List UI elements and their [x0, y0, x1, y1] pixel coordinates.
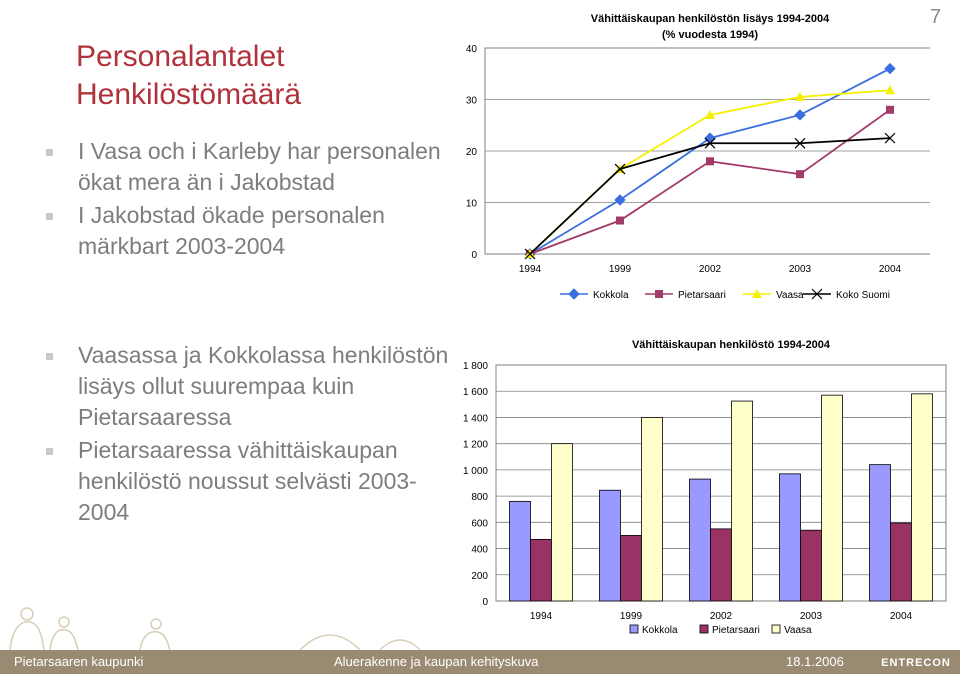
title-line-2: Henkilöstömäärä	[76, 78, 302, 111]
bullet-item: Vaasassa ja Kokkolassa henkilöstön lisäy…	[44, 340, 454, 433]
bar-x-tick-label: 2002	[710, 611, 733, 622]
title-line-1: Personalantalet	[76, 40, 285, 73]
line-point-vaasa	[795, 91, 805, 101]
line-y-tick-label: 40	[466, 44, 478, 55]
line-point-koko-suomi	[704, 137, 716, 149]
bar-y-tick-label: 400	[471, 545, 488, 556]
legend-label-koko-suomi: Koko Suomi	[836, 290, 890, 301]
line-chart-title: Vähittäiskaupan henkilöstön lisäys 1994-…	[591, 13, 830, 25]
line-x-tick-label: 1999	[609, 264, 632, 275]
bar-x-tick-label: 1999	[620, 611, 643, 622]
legend-label-kokkola: Kokkola	[642, 625, 678, 636]
bar-chart: Vähittäiskaupan henkilöstö 1994-2004 0 200…	[463, 339, 947, 636]
bar-vaasa	[731, 400, 753, 602]
legend-marker-vaasa	[752, 289, 762, 298]
decorative-people-illustration	[9, 607, 421, 650]
line-point-pietarsaari	[616, 216, 624, 225]
bar-y-tick-label: 1 000	[463, 466, 488, 477]
bar-pietarsaari	[620, 535, 642, 602]
line-point-vaasa	[705, 109, 715, 119]
legend-label-pietarsaari: Pietarsaari	[712, 625, 760, 636]
bar-y-tick-label: 0	[482, 597, 488, 608]
bar-kokkola	[869, 464, 891, 602]
bullet-list-top: I Vasa och i Karleby har personalen ökat…	[44, 136, 454, 264]
legend-label-vaasa: Vaasa	[784, 625, 812, 636]
x-marker-stroke	[524, 248, 536, 260]
legend-label-vaasa: Vaasa	[776, 290, 804, 301]
footer-presentation-title: Aluerakenne ja kaupan kehityskuva	[334, 654, 539, 669]
bar-x-tick-label: 1994	[530, 611, 553, 622]
line-point-koko-suomi	[614, 163, 626, 175]
line-chart-subtitle: (% vuodesta 1994)	[662, 29, 758, 41]
legend-label-kokkola: Kokkola	[593, 290, 629, 301]
x-marker-stroke	[884, 132, 896, 144]
line-point-koko-suomi	[884, 132, 896, 144]
slide-number: 7	[930, 6, 942, 28]
bar-y-tick-label: 1 800	[463, 361, 488, 372]
bar-chart-title: Vähittäiskaupan henkilöstö 1994-2004	[632, 339, 831, 351]
x-marker-stroke	[811, 288, 823, 300]
footer-bar: Pietarsaaren kaupunki Aluerakenne ja kau…	[0, 650, 960, 674]
bar-y-tick-label: 600	[471, 518, 488, 529]
legend-swatch-vaasa	[771, 624, 781, 634]
legend-marker-koko-suomi	[811, 288, 823, 300]
bar-vaasa	[911, 393, 933, 602]
bar-vaasa	[551, 443, 573, 602]
line-point-pietarsaari	[706, 157, 714, 166]
bar-y-tick-label: 1 400	[463, 413, 488, 424]
bar-kokkola	[779, 473, 801, 602]
line-point-pietarsaari	[796, 170, 804, 179]
line-point-vaasa	[885, 85, 895, 95]
x-marker-stroke	[794, 137, 806, 149]
bar-kokkola	[689, 478, 711, 602]
line-y-tick-label: 10	[466, 199, 478, 210]
line-point-pietarsaari	[886, 105, 894, 114]
line-x-tick-label: 1994	[519, 264, 542, 275]
bar-y-tick-label: 800	[471, 492, 488, 503]
page-title: Personalantalet Henkilöstömäärä	[76, 38, 456, 114]
line-point-koko-suomi	[524, 248, 536, 260]
bar-pietarsaari	[890, 522, 912, 602]
x-marker-stroke	[704, 137, 716, 149]
bar-pietarsaari	[800, 529, 822, 602]
line-y-tick-label: 20	[466, 147, 478, 158]
footer-date: 18.1.2006	[786, 654, 844, 669]
bar-y-tick-label: 1 600	[463, 387, 488, 398]
legend-marker-pietarsaari	[655, 290, 663, 298]
line-y-tick-label: 30	[466, 96, 478, 107]
bar-vaasa	[641, 417, 663, 602]
entrecon-logo: ENTRECON	[881, 657, 951, 669]
bullet-list-bottom: Vaasassa ja Kokkolassa henkilöstön lisäy…	[44, 340, 454, 530]
bar-x-tick-label: 2004	[890, 611, 913, 622]
line-point-koko-suomi	[794, 137, 806, 149]
legend-swatch-kokkola	[629, 624, 639, 634]
bar-pietarsaari	[530, 538, 552, 602]
bar-y-tick-label: 200	[471, 571, 488, 582]
line-chart: Vähittäiskaupan henkilöstön lisäys 1994-…	[466, 13, 930, 301]
footer-organization: Pietarsaaren kaupunki	[14, 654, 144, 669]
bullet-item: Pietarsaaressa vähittäiskaupan henkilöst…	[44, 435, 454, 528]
bar-kokkola	[599, 489, 621, 602]
line-point-kokkola	[614, 194, 626, 206]
x-marker-stroke	[614, 163, 626, 175]
legend-swatch-pietarsaari	[699, 624, 709, 634]
line-x-tick-label: 2003	[789, 264, 812, 275]
line-point-kokkola	[794, 109, 806, 121]
bar-x-tick-label: 2003	[800, 611, 823, 622]
line-y-tick-label: 0	[471, 250, 477, 261]
line-x-tick-label: 2004	[879, 264, 902, 275]
legend-label-pietarsaari: Pietarsaari	[678, 290, 726, 301]
legend-marker-kokkola	[568, 288, 580, 300]
line-point-kokkola	[884, 62, 896, 75]
bar-pietarsaari	[710, 528, 732, 602]
bar-vaasa	[821, 394, 843, 602]
bar-kokkola	[509, 500, 531, 602]
bar-y-tick-label: 1 200	[463, 440, 488, 451]
bullet-item: I Vasa och i Karleby har personalen ökat…	[44, 136, 454, 198]
bullet-item: I Jakobstad ökade personalen märkbart 20…	[44, 200, 454, 262]
line-x-tick-label: 2002	[699, 264, 722, 275]
